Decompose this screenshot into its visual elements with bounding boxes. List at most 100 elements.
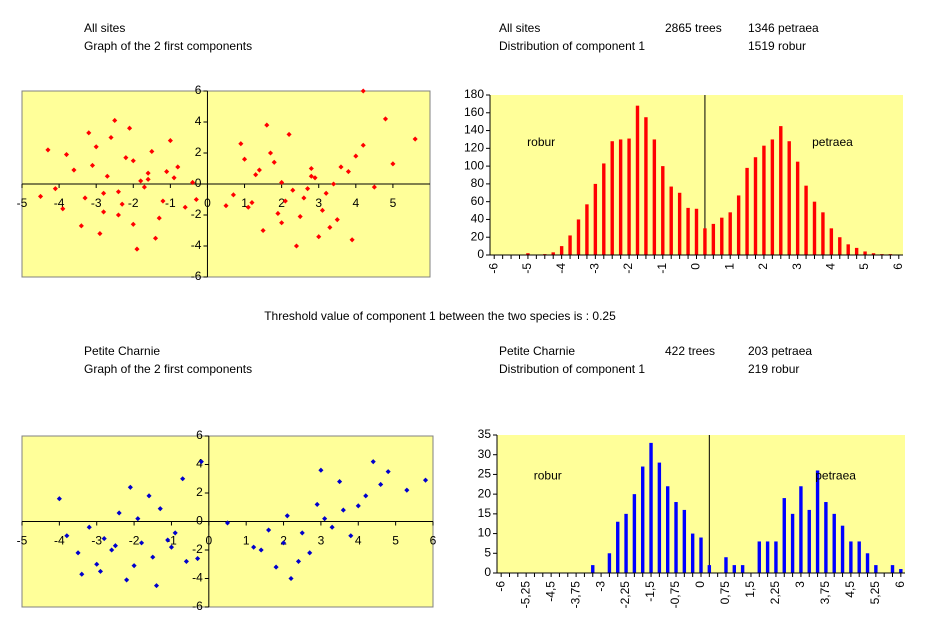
x-tick-label: -5 [520,263,534,274]
x-tick-label: -5,25 [518,581,532,609]
bar [661,166,665,255]
y-tick-label: 25 [478,467,492,481]
point [301,195,307,201]
bar [707,565,712,573]
bar [728,212,732,255]
point [288,575,294,582]
x-tick-label: 1 [722,263,736,270]
point [101,209,107,215]
bar [890,565,895,573]
y-tick-label: 40 [471,212,485,226]
bar [865,553,870,573]
bar [765,541,770,573]
bar [652,139,657,255]
point [355,503,361,509]
y-tick-label: -4 [191,238,202,252]
x-tick-label: 2,25 [768,581,782,605]
y-tick-label: 120 [464,141,484,155]
point [256,167,262,173]
x-tick-label: 5 [390,196,397,210]
bar [593,183,598,255]
point [249,200,255,206]
point [190,179,196,185]
point [323,190,329,196]
chart-title: Distribution of component 1 [499,362,645,376]
bar [682,509,687,573]
point [180,476,186,482]
annotation: robur [534,469,562,483]
y-tick-label: 10 [478,526,492,540]
chart-title: Distribution of component 1 [499,39,645,53]
bar [871,253,876,255]
y-tick-label: 20 [471,229,485,243]
point [370,459,376,465]
bar [863,251,867,255]
point [56,496,62,502]
point [284,513,290,519]
point [307,550,313,556]
point [52,186,58,192]
x-tick-label: 0 [693,581,707,588]
bar [576,219,581,255]
point [378,481,384,487]
point [385,469,391,475]
bar [627,138,631,255]
point [115,189,121,195]
bar [665,486,670,573]
bar [699,537,703,573]
x-tick-label: 3 [315,196,322,210]
x-tick-label: 6 [893,581,907,588]
bar [779,126,783,255]
point [130,221,136,227]
count-label: 203 petraea [748,344,812,358]
bar [846,244,850,255]
point [149,148,155,154]
point [363,493,369,499]
point [164,169,170,175]
y-tick-label: 0 [484,565,491,579]
bar [686,207,690,255]
bar [736,195,741,255]
point [171,175,177,181]
x-tick-label: 0 [205,534,212,548]
y-tick-label: -4 [192,571,203,585]
point [337,479,343,485]
chart-title: Petite Charnie [84,344,160,358]
x-tick-label: 1 [243,534,250,548]
annotation: petraea [812,135,853,149]
x-tick-label: 0 [689,263,703,270]
x-tick-label: 5 [857,263,871,270]
point [127,484,133,490]
x-tick-label: -5 [17,534,28,548]
point [89,162,96,168]
point [266,527,272,533]
x-tick-label: -4 [54,534,65,548]
point [253,172,259,178]
bar [899,569,903,573]
y-tick-label: -2 [192,542,203,556]
bar [790,513,795,573]
point [353,153,359,159]
y-tick-label: 180 [464,87,484,101]
bar [635,105,640,256]
bar [782,498,786,573]
y-tick-label: 2 [195,145,202,159]
point [308,173,314,179]
bar [585,204,589,255]
x-tick-label: -3 [91,534,102,548]
point [157,506,163,512]
bar [770,139,775,255]
y-tick-label: 60 [471,194,485,208]
bar [618,139,623,255]
x-tick-label: -1 [166,534,177,548]
x-tick-label: 3 [790,263,804,270]
point [45,147,51,153]
y-tick-label: 4 [196,457,203,471]
x-tick-label: 3 [793,581,807,588]
x-tick-label: 4,5 [843,581,857,598]
bar [762,145,766,255]
x-tick-label: -4,5 [543,581,557,602]
bar [857,541,861,573]
count-label: 2865 trees [665,21,722,35]
bar [832,513,836,573]
